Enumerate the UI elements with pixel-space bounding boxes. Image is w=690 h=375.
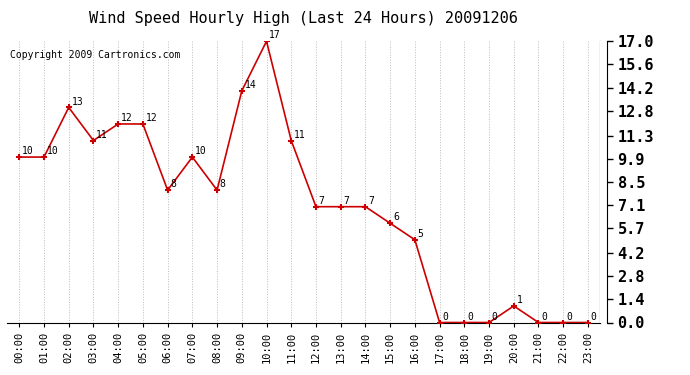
Text: 12: 12: [146, 113, 157, 123]
Text: 7: 7: [368, 196, 374, 206]
Text: 1: 1: [517, 295, 522, 305]
Text: 17: 17: [269, 30, 281, 40]
Text: 14: 14: [244, 80, 256, 90]
Text: 10: 10: [47, 146, 59, 156]
Text: 13: 13: [72, 97, 83, 106]
Text: 10: 10: [22, 146, 34, 156]
Text: 11: 11: [294, 130, 306, 140]
Text: 10: 10: [195, 146, 207, 156]
Text: 6: 6: [393, 213, 399, 222]
Text: 0: 0: [467, 312, 473, 322]
Text: 12: 12: [121, 113, 132, 123]
Text: 0: 0: [591, 312, 597, 322]
Text: 11: 11: [96, 130, 108, 140]
Text: Copyright 2009 Cartronics.com: Copyright 2009 Cartronics.com: [10, 50, 180, 60]
Text: 7: 7: [344, 196, 349, 206]
Text: 7: 7: [319, 196, 324, 206]
Text: 0: 0: [492, 312, 497, 322]
Text: 8: 8: [170, 179, 176, 189]
Text: 0: 0: [566, 312, 572, 322]
Text: Wind Speed Hourly High (Last 24 Hours) 20091206: Wind Speed Hourly High (Last 24 Hours) 2…: [89, 11, 518, 26]
Text: 0: 0: [541, 312, 547, 322]
Text: 8: 8: [220, 179, 226, 189]
Text: 0: 0: [442, 312, 448, 322]
Text: 5: 5: [417, 229, 424, 239]
